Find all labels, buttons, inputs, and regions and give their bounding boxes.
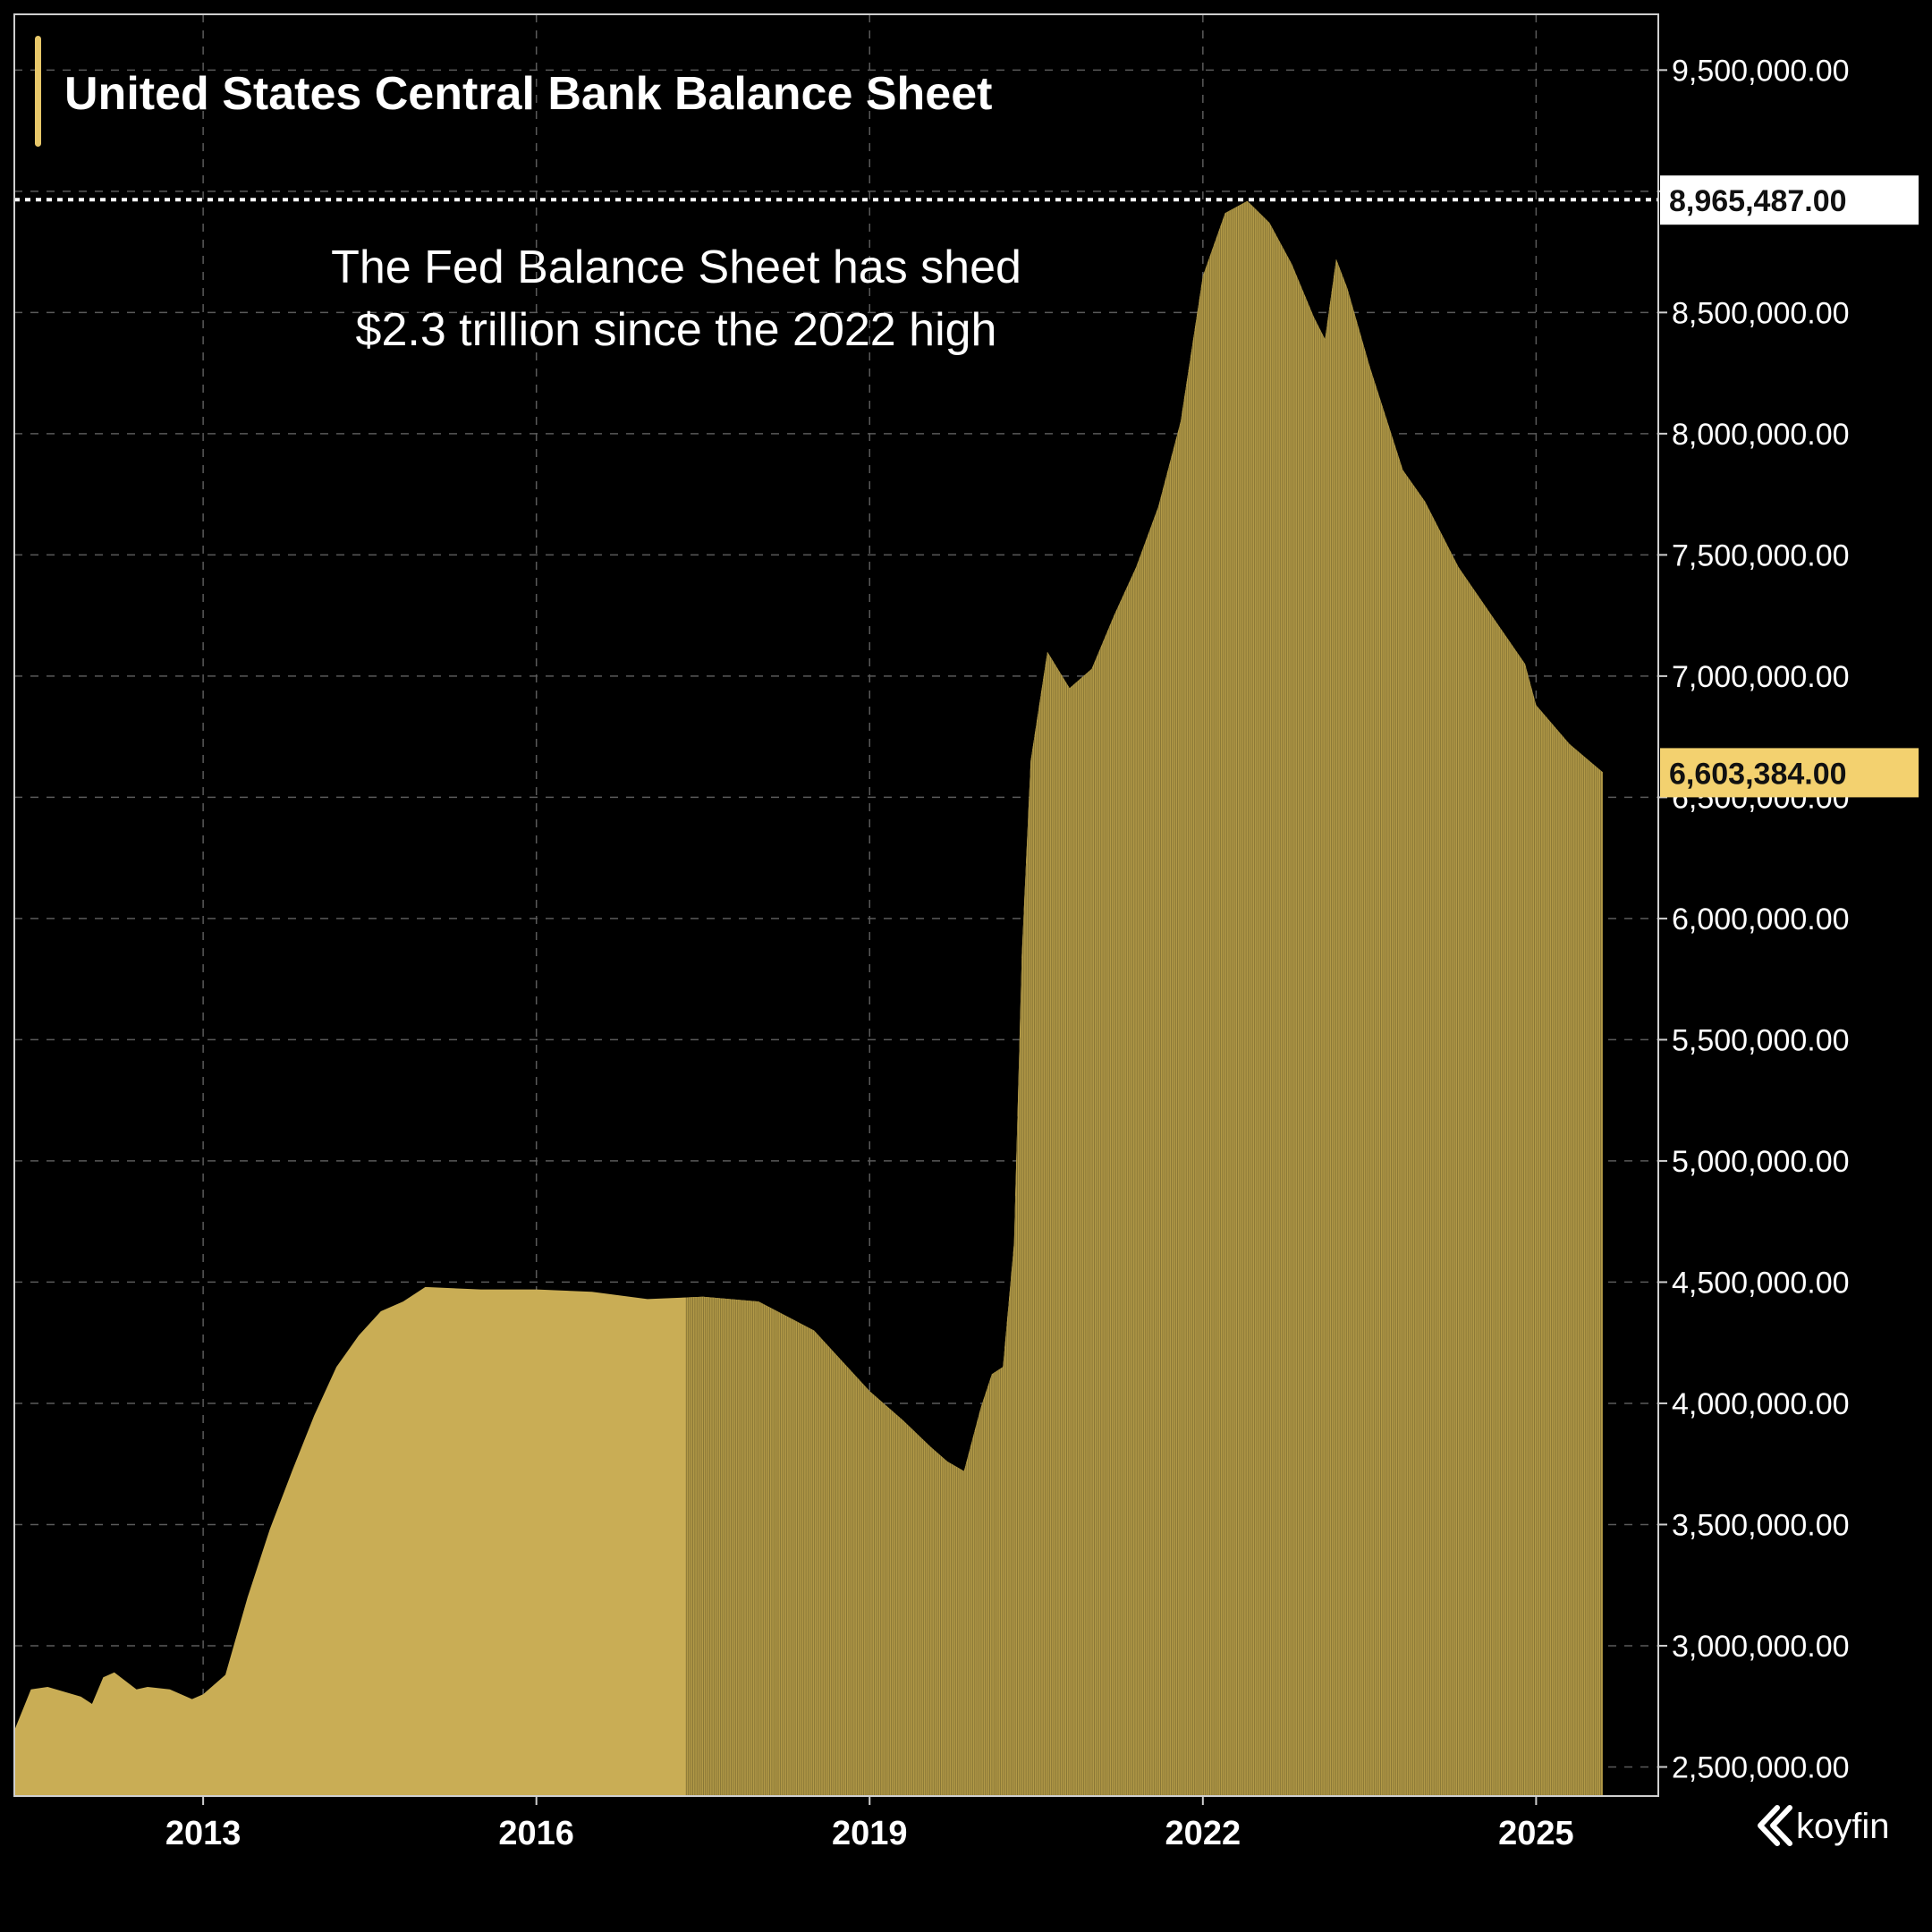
y-axis: 2,500,000.00 3,000,000.00 3,500,000.00 4,00… [1658, 54, 1850, 1784]
bar-edges [685, 201, 1603, 1796]
y-tick-label-10: 7,500,000.00 [1672, 538, 1850, 572]
high-value-label: 8,965,487.00 [1669, 184, 1847, 218]
y-tick-label-1: 3,000,000.00 [1672, 1630, 1850, 1664]
x-tick-label-4: 2025 [1498, 1815, 1574, 1852]
last-value-tag [1660, 748, 1919, 798]
y-tick-label-9: 7,000,000.00 [1672, 660, 1850, 694]
y-tick-label-2: 3,500,000.00 [1672, 1508, 1850, 1542]
y-tick-label-3: 4,000,000.00 [1672, 1387, 1850, 1421]
y-tick-label-11: 8,000,000.00 [1672, 418, 1850, 452]
last-value-label: 6,603,384.00 [1669, 757, 1847, 791]
y-tick-label-7: 6,000,000.00 [1672, 902, 1850, 936]
x-axis: 2013 2016 2019 2022 2025 [165, 1796, 1574, 1852]
x-tick-label-0: 2013 [165, 1815, 242, 1852]
x-tick-label-1: 2016 [498, 1815, 574, 1852]
y-tick-label-0: 2,500,000.00 [1672, 1750, 1850, 1784]
y-tick-label-14: 9,500,000.00 [1672, 54, 1850, 88]
y-tick-label-5: 5,000,000.00 [1672, 1145, 1850, 1179]
x-tick-label-2: 2019 [832, 1815, 908, 1852]
koyfin-logo-icon [1758, 1805, 1792, 1846]
brand-name: koyfin [1796, 1807, 1890, 1846]
y-tick-label-4: 4,500,000.00 [1672, 1266, 1850, 1300]
chart-title: United States Central Bank Balance Sheet [64, 68, 992, 120]
annotation-line-1: The Fed Balance Sheet has shed [331, 242, 1021, 293]
x-tick-label-3: 2022 [1165, 1815, 1241, 1852]
y-tick-label-6: 5,500,000.00 [1672, 1023, 1850, 1057]
high-value-tag [1660, 175, 1919, 225]
annotation-line-2: $2.3 trillion since the 2022 high [356, 304, 997, 356]
plot-frame [13, 13, 1659, 1797]
title-accent-bar [35, 36, 41, 147]
y-tick-label-12: 8,500,000.00 [1672, 296, 1850, 330]
